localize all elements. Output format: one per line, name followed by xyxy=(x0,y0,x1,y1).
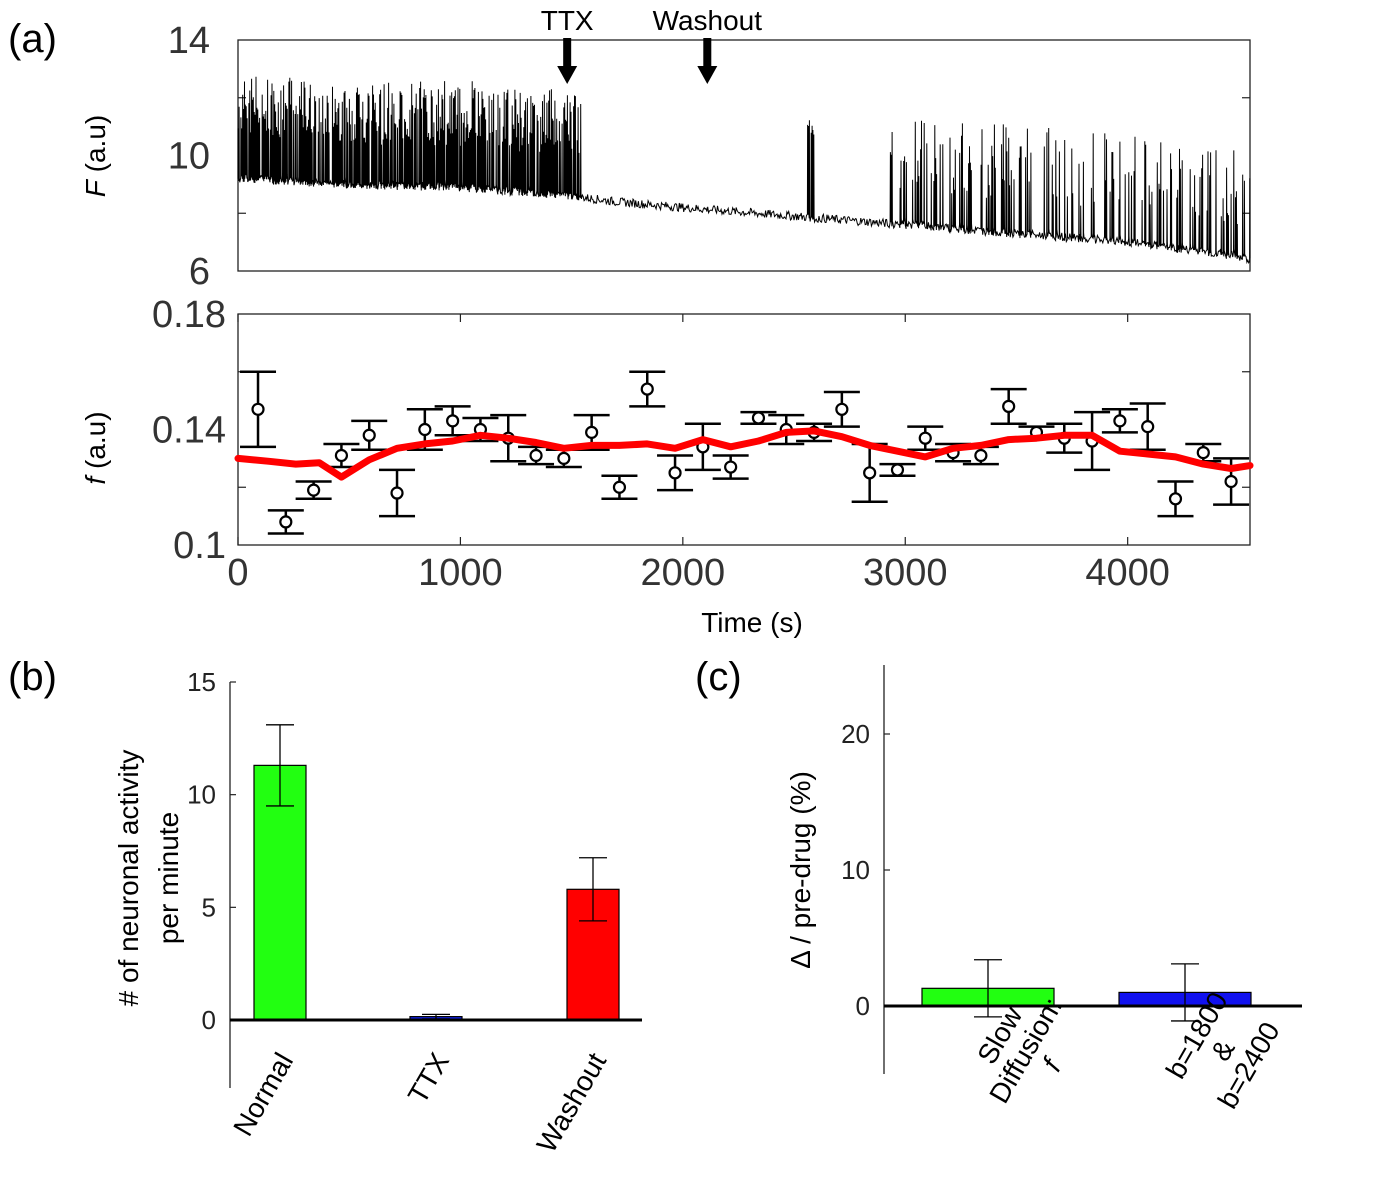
scatter-x-axis-label: Time (s) xyxy=(701,607,803,638)
annotation-arrow-shaft xyxy=(563,38,572,68)
data-point xyxy=(1141,420,1155,434)
bar-b-bars xyxy=(253,724,620,1021)
trace-y-tick-label: 6 xyxy=(189,251,210,293)
bar-b-category-label: Normal xyxy=(227,1048,299,1142)
data-point xyxy=(1168,492,1183,506)
bar-b-y-tick-label: 10 xyxy=(187,780,216,810)
data-point xyxy=(1196,446,1210,460)
panel-label-c: (c) xyxy=(695,655,742,699)
data-point xyxy=(890,463,905,477)
fluorescence-trace-chart: 6 10 14 TTX Washout F (a.u) xyxy=(80,5,1251,293)
frequency-scatter-chart: 0.1 0.14 0.18 0 1000 2000 3000 4000 Time (s) f … xyxy=(80,294,1254,638)
annotation-label: Washout xyxy=(653,5,763,36)
data-point xyxy=(863,466,877,480)
data-point xyxy=(1002,399,1016,413)
trace-y-axis-label: F (a.u) xyxy=(80,115,111,197)
data-point xyxy=(362,428,376,442)
annotation-label: TTX xyxy=(541,5,594,36)
bar-c-category-line: f xyxy=(1036,1051,1068,1076)
scatter-x-tick-label: 1000 xyxy=(418,552,503,594)
data-point xyxy=(668,466,682,480)
neuronal-activity-bar-chart: 0 5 10 15 Normal TTX Washout # of neuronal ac… xyxy=(113,667,642,1158)
bar-c-category-line: b=2400 xyxy=(1212,1017,1286,1114)
trace-y-tick-label: 14 xyxy=(168,20,210,62)
data-point xyxy=(418,422,432,437)
bar-b-y-ticks: 0 5 10 15 xyxy=(187,667,236,1035)
data-point xyxy=(640,382,654,396)
scatter-x-tick-label: 3000 xyxy=(863,552,948,594)
data-point xyxy=(251,402,265,416)
bar-b-category-label: Washout xyxy=(531,1047,613,1157)
scatter-axes-box xyxy=(237,313,1251,546)
scatter-y-axis-label: f (a.u) xyxy=(80,411,111,484)
trace-y-tick-label: 10 xyxy=(168,136,210,178)
data-point xyxy=(1224,474,1238,489)
data-point xyxy=(751,411,766,425)
bar-c-y-tick-label: 10 xyxy=(841,855,870,885)
fit-line xyxy=(234,427,1254,481)
scatter-y-tick-label: 0.14 xyxy=(152,410,226,452)
data-point xyxy=(446,414,460,428)
bar-c-y-tick-label: 20 xyxy=(841,719,870,749)
bar-normal xyxy=(253,764,307,1021)
trace-y-ticks: 6 10 14 xyxy=(168,20,1250,293)
data-point xyxy=(557,451,571,465)
bar-c-y-axis-label: Δ / pre-drug (%) xyxy=(785,771,816,969)
data-point xyxy=(307,483,321,497)
data-point xyxy=(390,486,404,500)
bar-b-category-label: TTX xyxy=(402,1047,455,1109)
data-point xyxy=(334,448,349,463)
bar-b-category-labels: Normal TTX Washout xyxy=(227,1047,612,1158)
data-point xyxy=(724,460,738,474)
bar-c-y-tick-label: 0 xyxy=(856,991,870,1021)
scatter-x-tick-label: 0 xyxy=(227,552,248,594)
scatter-y-tick-label: 0.1 xyxy=(173,525,226,567)
bar-b-y-label-line1: # of neuronal activity xyxy=(113,750,144,1007)
data-point xyxy=(585,425,599,439)
bar-c-y-ticks: 0 10 20 xyxy=(841,719,890,1021)
fluorescence-trace-line xyxy=(237,76,1251,265)
scatter-x-tick-label: 4000 xyxy=(1085,552,1170,594)
scatter-x-tick-label: 2000 xyxy=(641,552,726,594)
data-point xyxy=(612,480,627,494)
data-point xyxy=(974,448,988,463)
bar-b-y-label-line2: per minute xyxy=(153,812,184,944)
data-point xyxy=(529,448,543,463)
annotation-arrow-head xyxy=(557,66,578,84)
bar-b-y-tick-label: 0 xyxy=(202,1005,216,1035)
panel-label-a: (a) xyxy=(8,17,57,61)
bar-b-y-tick-label: 15 xyxy=(187,667,216,697)
data-point xyxy=(1113,414,1127,428)
panel-label-b: (b) xyxy=(8,655,57,699)
bar-b-y-tick-label: 5 xyxy=(202,892,216,922)
scatter-y-tick-label: 0.18 xyxy=(152,294,226,336)
data-point xyxy=(918,431,932,445)
annotation-arrow-head xyxy=(697,66,718,84)
data-point xyxy=(835,402,849,416)
drug-annotations: TTX Washout xyxy=(541,5,763,84)
annotation-arrow-shaft xyxy=(703,38,712,68)
data-point xyxy=(279,515,293,529)
scatter-ticks: 0.1 0.14 0.18 0 1000 2000 3000 4000 xyxy=(152,294,1250,594)
